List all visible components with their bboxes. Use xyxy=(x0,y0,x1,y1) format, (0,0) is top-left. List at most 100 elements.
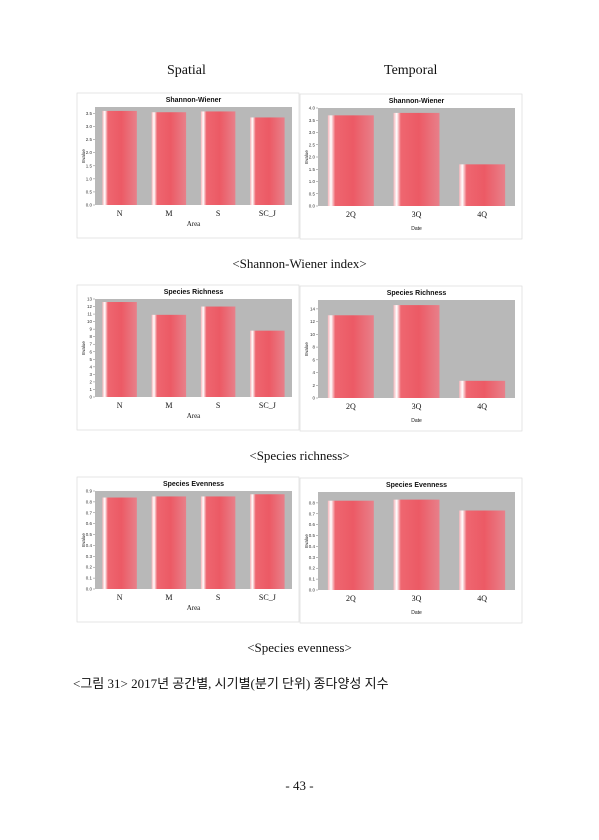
chart-evenness-temporal: Species Evenness 0.0 0.1 0.2 0.3 0.4 0.5 0.6 0.7… xyxy=(299,477,523,624)
bar xyxy=(200,306,236,397)
y-tick-label: 0.7 xyxy=(309,511,316,516)
bar xyxy=(393,499,440,590)
y-tick-label: 1.5 xyxy=(86,163,93,168)
x-tick-label: 2Q xyxy=(346,402,356,411)
bar xyxy=(151,314,187,397)
y-tick-label: 1.0 xyxy=(309,179,316,184)
y-tick-label: 8 xyxy=(89,334,92,339)
x-tick-label: 2Q xyxy=(346,210,356,219)
chart-shannon-temporal: Shannon-Wiener 0.0 0.5 1.0 1.5 2.0 2.5 3.0 3.5 4.… xyxy=(299,93,523,240)
bar xyxy=(327,115,374,206)
chart-title: Species Evenness xyxy=(163,481,224,488)
bar xyxy=(459,164,506,206)
y-tick-label: 7 xyxy=(89,342,92,347)
x-tick-label: SC_J xyxy=(259,401,276,410)
chart-svg: Species Evenness 0.0 0.1 0.2 0.3 0.4 0.5 0.6 0.7… xyxy=(299,477,523,624)
y-tick-label: 0.4 xyxy=(86,543,93,548)
y-tick-label: 0.1 xyxy=(86,576,93,581)
y-tick-label: 3.5 xyxy=(309,118,316,123)
y-tick-label: 0.0 xyxy=(86,203,93,208)
y-tick-label: 2.0 xyxy=(86,150,93,155)
chart-evenness-spatial: Species Evenness 0.0 0.1 0.2 0.3 0.4 0.5 0.6 0.7… xyxy=(76,476,300,623)
y-tick-label: 3 xyxy=(89,372,92,377)
chart-svg: Species Richness 0 2 4 6 8 10 12 14 Evalue 2Q 3Q 4Q D… xyxy=(299,285,523,432)
chart-title: Species Richness xyxy=(387,290,447,297)
y-tick-label: 0.2 xyxy=(86,565,93,570)
y-tick-label: 0.6 xyxy=(86,521,93,526)
y-tick-label: 8 xyxy=(312,345,315,350)
figure-caption: <그림 31> 2017년 공간별, 시기별(분기 단위) 종다양성 지수 xyxy=(73,676,389,691)
x-axis-label: Area xyxy=(187,412,201,420)
x-tick-label: S xyxy=(216,401,220,410)
y-axis-label: Evalue xyxy=(81,149,86,163)
y-tick-label: 0.0 xyxy=(309,588,316,593)
x-axis-label: Date xyxy=(411,418,422,424)
bar xyxy=(250,117,285,205)
y-tick-label: 0.7 xyxy=(86,510,93,515)
bar xyxy=(151,496,187,589)
chart-title: Species Evenness xyxy=(386,482,447,489)
page-number: - 43 - xyxy=(285,778,314,793)
y-tick-label: 12 xyxy=(87,304,93,309)
y-tick-label: 0.9 xyxy=(86,489,93,494)
y-tick-label: 5 xyxy=(89,357,92,362)
y-tick-label: 0.0 xyxy=(309,204,316,209)
y-tick-label: 14 xyxy=(310,306,316,311)
x-tick-label: M xyxy=(165,593,172,602)
y-tick-label: 2.0 xyxy=(309,155,316,160)
caption-shannon-wiener: <Shannon-Wiener index> xyxy=(232,256,367,271)
bar xyxy=(200,496,236,589)
y-tick-label: 0.5 xyxy=(309,191,316,196)
y-tick-label: 2 xyxy=(312,383,315,388)
y-tick-label: 0.5 xyxy=(86,532,93,537)
y-tick-label: 0.2 xyxy=(309,566,316,571)
caption-species-richness: <Species richness> xyxy=(249,448,350,463)
y-tick-label: 0.6 xyxy=(309,522,316,527)
bar xyxy=(102,110,137,205)
x-tick-label: N xyxy=(117,401,123,410)
y-tick-label: 10 xyxy=(87,319,93,324)
y-tick-label: 2.5 xyxy=(86,137,93,142)
y-tick-label: 4 xyxy=(312,370,315,375)
y-tick-label: 4 xyxy=(89,364,92,369)
x-tick-label: 4Q xyxy=(477,594,487,603)
x-tick-label: 2Q xyxy=(346,594,356,603)
y-tick-label: 4.0 xyxy=(309,106,316,111)
chart-richness-temporal: Species Richness 0 2 4 6 8 10 12 14 Evalue 2Q 3Q 4Q D… xyxy=(299,285,523,432)
y-tick-label: 0.5 xyxy=(86,189,93,194)
y-tick-label: 0.4 xyxy=(309,544,316,549)
x-tick-label: 3Q xyxy=(412,594,422,603)
y-tick-label: 0.3 xyxy=(86,554,93,559)
chart-svg: Shannon-Wiener 0.0 0.5 1.0 1.5 2.0 2.5 3.0 3.5 4.… xyxy=(299,93,523,240)
y-tick-label: 0.8 xyxy=(309,500,316,505)
bar xyxy=(459,380,506,398)
spatial-heading: Spatial xyxy=(167,63,206,78)
y-tick-label: 0.3 xyxy=(309,555,316,560)
y-tick-label: 3.5 xyxy=(86,111,93,116)
y-tick-label: 12 xyxy=(310,319,316,324)
chart-title: Shannon-Wiener xyxy=(389,98,445,105)
chart-title: Species Richness xyxy=(164,289,224,296)
x-axis-label: Date xyxy=(411,226,422,232)
y-axis-label: Evalue xyxy=(304,150,309,164)
bar xyxy=(151,112,187,205)
bar xyxy=(200,111,236,205)
x-axis-label: Date xyxy=(411,610,422,616)
y-tick-label: 0.0 xyxy=(86,587,93,592)
x-tick-label: M xyxy=(165,401,172,410)
x-tick-label: 3Q xyxy=(412,210,422,219)
y-tick-label: 10 xyxy=(310,332,316,337)
x-tick-label: SC_J xyxy=(259,209,276,218)
bar xyxy=(393,112,440,206)
temporal-heading: Temporal xyxy=(384,63,438,78)
x-tick-label: M xyxy=(165,209,172,218)
bar xyxy=(250,330,285,397)
chart-richness-spatial: Species Richness 0 1 2 3 4 5 6 7 8 9 10 11 12 13 Evalue… xyxy=(76,284,300,431)
x-axis-label: Area xyxy=(187,604,201,612)
y-tick-label: 11 xyxy=(87,312,92,317)
y-tick-label: 0.1 xyxy=(309,577,316,582)
y-tick-label: 3.0 xyxy=(86,124,93,129)
y-tick-label: 0 xyxy=(89,395,92,400)
y-tick-label: 1.0 xyxy=(86,176,93,181)
y-tick-label: 2.5 xyxy=(309,142,316,147)
